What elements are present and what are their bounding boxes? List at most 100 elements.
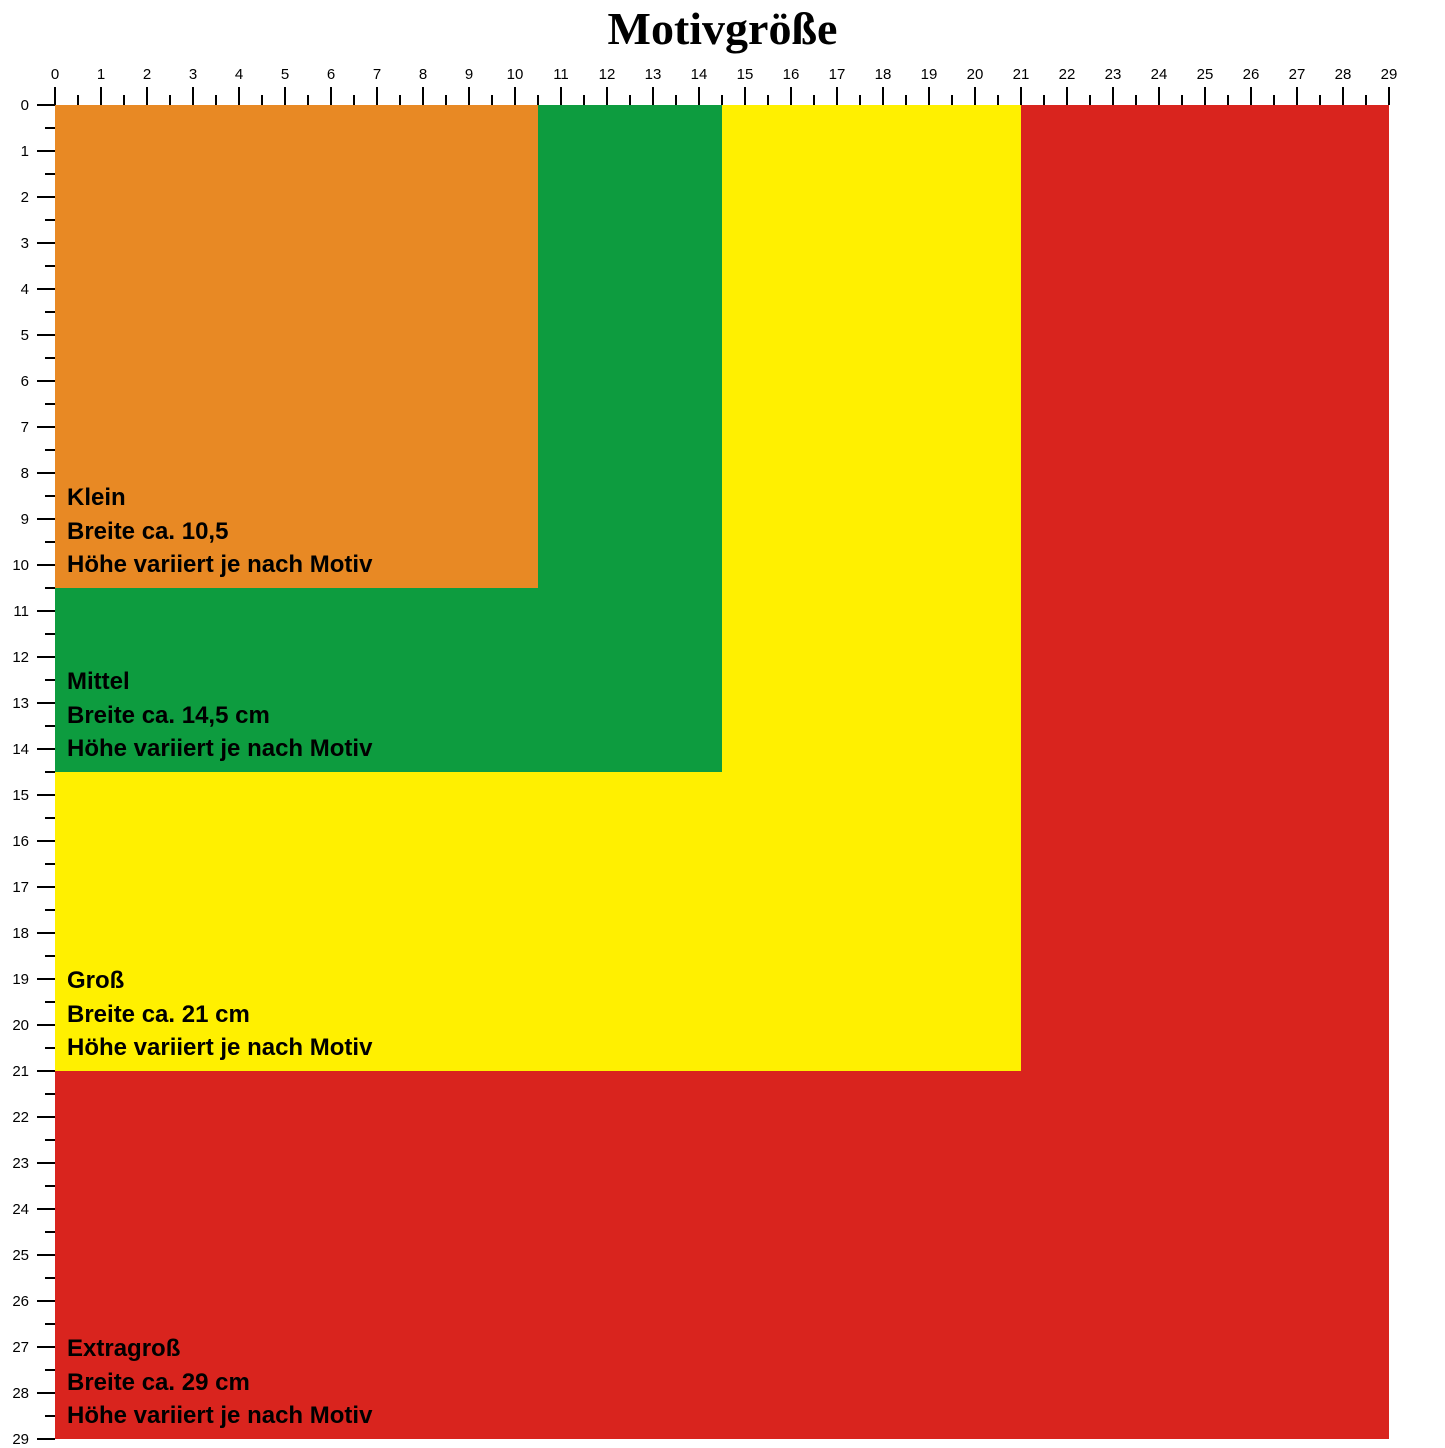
ruler-top-label: 14	[679, 66, 719, 83]
ruler-left-minor-tick	[45, 1001, 55, 1003]
ruler-left-major-tick	[37, 610, 55, 612]
ruler-top-major-tick	[560, 87, 562, 105]
ruler-top-major-tick	[514, 87, 516, 105]
ruler-left-label: 10	[0, 557, 29, 574]
ruler-top-major-tick	[1204, 87, 1206, 105]
ruler-left-major-tick	[37, 1116, 55, 1118]
ruler-left-label: 20	[0, 1017, 29, 1034]
ruler-left-label: 18	[0, 925, 29, 942]
ruler-left-minor-tick	[45, 127, 55, 129]
ruler-top-label: 29	[1369, 66, 1409, 83]
ruler-left-label: 17	[0, 879, 29, 896]
ruler-top-minor-tick	[307, 95, 309, 105]
size-diagram: Motivgröße 01234567891011121314151617181…	[0, 0, 1445, 1445]
ruler-left-label: 8	[0, 465, 29, 482]
ruler-top: 0123456789101112131415161718192021222324…	[0, 0, 1445, 105]
ruler-top-major-tick	[698, 87, 700, 105]
ruler-top-label: 26	[1231, 66, 1271, 83]
ruler-left-label: 9	[0, 511, 29, 528]
ruler-top-label: 15	[725, 66, 765, 83]
ruler-left-major-tick	[37, 518, 55, 520]
ruler-left-minor-tick	[45, 449, 55, 451]
ruler-top-minor-tick	[859, 95, 861, 105]
ruler-left-major-tick	[37, 1346, 55, 1348]
ruler-left-label: 16	[0, 833, 29, 850]
ruler-left-major-tick	[37, 1300, 55, 1302]
ruler-left-label: 14	[0, 741, 29, 758]
ruler-left-minor-tick	[45, 495, 55, 497]
ruler-left-label: 21	[0, 1063, 29, 1080]
ruler-left-minor-tick	[45, 633, 55, 635]
ruler-left-major-tick	[37, 472, 55, 474]
ruler-top-minor-tick	[491, 95, 493, 105]
caption-line: Mittel	[67, 665, 372, 699]
ruler-top-major-tick	[1112, 87, 1114, 105]
ruler-left-minor-tick	[45, 1415, 55, 1417]
ruler-top-label: 18	[863, 66, 903, 83]
ruler-left-minor-tick	[45, 817, 55, 819]
ruler-top-label: 16	[771, 66, 811, 83]
ruler-top-label: 25	[1185, 66, 1225, 83]
ruler-left-minor-tick	[45, 1277, 55, 1279]
ruler-top-major-tick	[790, 87, 792, 105]
ruler-top-minor-tick	[629, 95, 631, 105]
ruler-top-minor-tick	[445, 95, 447, 105]
ruler-left-minor-tick	[45, 1185, 55, 1187]
ruler-left-minor-tick	[45, 1047, 55, 1049]
ruler-left-label: 4	[0, 281, 29, 298]
ruler-top-minor-tick	[537, 95, 539, 105]
ruler-top-major-tick	[882, 87, 884, 105]
ruler-left-minor-tick	[45, 771, 55, 773]
ruler-top-label: 12	[587, 66, 627, 83]
ruler-top-minor-tick	[721, 95, 723, 105]
ruler-top-major-tick	[1066, 87, 1068, 105]
ruler-left-major-tick	[37, 1024, 55, 1026]
ruler-top-minor-tick	[813, 95, 815, 105]
ruler-left-minor-tick	[45, 219, 55, 221]
ruler-top-major-tick	[146, 87, 148, 105]
ruler-left-minor-tick	[45, 1093, 55, 1095]
ruler-top-label: 24	[1139, 66, 1179, 83]
ruler-top-minor-tick	[353, 95, 355, 105]
ruler-left-minor-tick	[45, 1231, 55, 1233]
ruler-left-label: 13	[0, 695, 29, 712]
caption-line: Extragroß	[67, 1332, 372, 1366]
ruler-left-label: 5	[0, 327, 29, 344]
ruler-left-label: 22	[0, 1109, 29, 1126]
ruler-left-label: 27	[0, 1339, 29, 1356]
ruler-top-major-tick	[422, 87, 424, 105]
ruler-top-major-tick	[1250, 87, 1252, 105]
caption-line: Höhe variiert je nach Motiv	[67, 732, 372, 766]
caption-line: Höhe variiert je nach Motiv	[67, 1399, 372, 1433]
ruler-left-major-tick	[37, 794, 55, 796]
ruler-left-minor-tick	[45, 679, 55, 681]
ruler-top-major-tick	[330, 87, 332, 105]
ruler-top-minor-tick	[767, 95, 769, 105]
ruler-top-minor-tick	[1319, 95, 1321, 105]
ruler-top-label: 22	[1047, 66, 1087, 83]
ruler-left-minor-tick	[45, 587, 55, 589]
caption-line: Höhe variiert je nach Motiv	[67, 1031, 372, 1065]
ruler-top-label: 17	[817, 66, 857, 83]
ruler-top-major-tick	[652, 87, 654, 105]
ruler-left-major-tick	[37, 104, 55, 106]
caption-line: Höhe variiert je nach Motiv	[67, 548, 372, 582]
ruler-left-major-tick	[37, 656, 55, 658]
ruler-left-major-tick	[37, 702, 55, 704]
ruler-left-major-tick	[37, 288, 55, 290]
ruler-top-minor-tick	[261, 95, 263, 105]
ruler-left-label: 0	[0, 97, 29, 114]
size-box-caption: ExtragroßBreite ca. 29 cmHöhe variiert j…	[67, 1332, 372, 1433]
ruler-top-label: 28	[1323, 66, 1363, 83]
ruler-top-minor-tick	[1043, 95, 1045, 105]
ruler-left-label: 28	[0, 1385, 29, 1402]
ruler-left-major-tick	[37, 978, 55, 980]
ruler-left-minor-tick	[45, 955, 55, 957]
ruler-top-minor-tick	[1227, 95, 1229, 105]
ruler-top-minor-tick	[1089, 95, 1091, 105]
ruler-top-major-tick	[974, 87, 976, 105]
ruler-top-label: 1	[81, 66, 121, 83]
ruler-top-minor-tick	[169, 95, 171, 105]
ruler-left-minor-tick	[45, 173, 55, 175]
caption-line: Breite ca. 10,5	[67, 515, 372, 549]
